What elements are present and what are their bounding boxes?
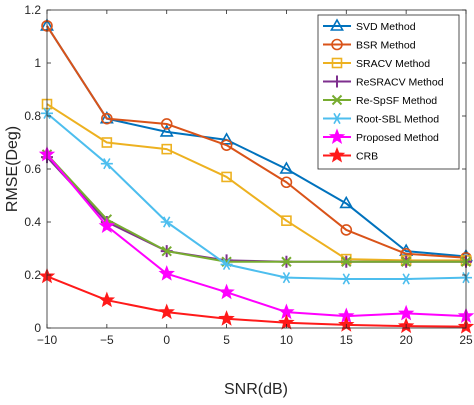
data-point bbox=[221, 171, 232, 183]
data-point bbox=[279, 161, 294, 174]
legend-marker bbox=[330, 18, 344, 31]
data-point bbox=[400, 273, 413, 285]
y-axis-label: RMSE(Deg) bbox=[4, 126, 21, 212]
legend-label: Proposed Method bbox=[356, 132, 439, 144]
y-tick-label: 0 bbox=[34, 321, 41, 335]
legend-marker bbox=[331, 38, 343, 51]
legend-item: Re-SpSF Method bbox=[323, 94, 437, 107]
data-point bbox=[158, 303, 175, 320]
data-point bbox=[280, 176, 293, 189]
series-line bbox=[46, 103, 466, 262]
data-point bbox=[99, 111, 114, 124]
data-point bbox=[161, 143, 173, 155]
y-tick-label: 0.2 bbox=[24, 268, 41, 282]
y-tick-label: 1.2 bbox=[24, 3, 41, 17]
legend-label: SVD Method bbox=[356, 21, 416, 33]
legend-marker bbox=[328, 128, 346, 144]
legend-marker bbox=[331, 75, 343, 88]
series-line bbox=[46, 153, 466, 263]
data-point bbox=[280, 272, 293, 284]
data-point bbox=[340, 224, 353, 236]
x-tick-label: 5 bbox=[223, 333, 230, 347]
legend-label: ReSRACV Method bbox=[356, 76, 444, 88]
data-point bbox=[160, 216, 173, 228]
data-point bbox=[340, 273, 353, 285]
legend-label: CRB bbox=[356, 150, 378, 162]
series-line bbox=[46, 25, 467, 259]
legend-label: BSR Method bbox=[356, 39, 416, 51]
legend-label: SRACV Method bbox=[356, 58, 430, 70]
data-point bbox=[281, 256, 292, 267]
legend-label: Root-SBL Method bbox=[356, 113, 439, 125]
data-point bbox=[400, 256, 412, 267]
legend-item: SRACV Method bbox=[323, 57, 430, 70]
legend-box bbox=[317, 14, 460, 170]
y-axis-ticks: 0 0.2 0.4 0.6 0.8 1 1.2 bbox=[24, 3, 466, 335]
legend: SVD Method BSR Method SRACV Method ReSRACV … bbox=[317, 14, 460, 170]
data-point bbox=[341, 256, 352, 267]
legend-marker bbox=[331, 112, 343, 125]
legend-item: ReSRACV Method bbox=[323, 75, 444, 88]
data-point bbox=[397, 304, 415, 321]
data-point bbox=[339, 195, 354, 209]
y-tick-label: 0.6 bbox=[24, 162, 41, 176]
x-tick-label: 20 bbox=[399, 333, 413, 347]
y-tick-label: 0.4 bbox=[24, 215, 41, 229]
data-point bbox=[220, 258, 233, 270]
data-point bbox=[101, 112, 113, 125]
x-tick-label: −5 bbox=[100, 333, 114, 347]
x-tick-label: 15 bbox=[340, 333, 354, 347]
data-point bbox=[219, 132, 234, 145]
data-point bbox=[220, 139, 233, 151]
data-point bbox=[218, 283, 235, 300]
x-tick-label: 0 bbox=[163, 333, 170, 347]
legend-label: Re-SpSF Method bbox=[356, 95, 437, 107]
data-point bbox=[281, 215, 292, 226]
legend-marker bbox=[331, 94, 343, 106]
data-point bbox=[158, 265, 175, 281]
data-point bbox=[98, 291, 116, 308]
legend-item: CRB bbox=[323, 146, 378, 163]
data-point bbox=[161, 245, 172, 257]
data-point bbox=[101, 137, 113, 148]
series-line bbox=[46, 275, 467, 328]
x-tick-label: 25 bbox=[459, 333, 473, 347]
y-tick-label: 0.8 bbox=[24, 109, 41, 123]
data-point bbox=[159, 124, 174, 137]
data-point bbox=[160, 118, 173, 130]
x-axis-label: SNR(dB) bbox=[224, 381, 288, 398]
x-tick-label: −10 bbox=[37, 333, 58, 347]
legend-item: Proposed Method bbox=[323, 128, 439, 144]
legend-items: SVD Method BSR Method SRACV Method ReSRACV … bbox=[323, 18, 444, 163]
data-point bbox=[100, 158, 113, 170]
legend-marker bbox=[331, 57, 343, 69]
x-tick-label: 10 bbox=[280, 333, 294, 347]
series-line bbox=[46, 25, 467, 258]
y-tick-label: 1 bbox=[34, 56, 41, 70]
series-line bbox=[46, 112, 467, 280]
legend-item: Root-SBL Method bbox=[323, 112, 439, 125]
legend-marker bbox=[328, 146, 346, 163]
data-point bbox=[218, 310, 235, 326]
series-line bbox=[46, 153, 467, 318]
data-point bbox=[98, 217, 116, 233]
legend-item: BSR Method bbox=[323, 38, 416, 51]
legend-item: SVD Method bbox=[323, 18, 416, 33]
x-axis-ticks: −10 −5 0 5 10 15 20 25 bbox=[37, 10, 473, 347]
series-layer bbox=[38, 18, 474, 334]
